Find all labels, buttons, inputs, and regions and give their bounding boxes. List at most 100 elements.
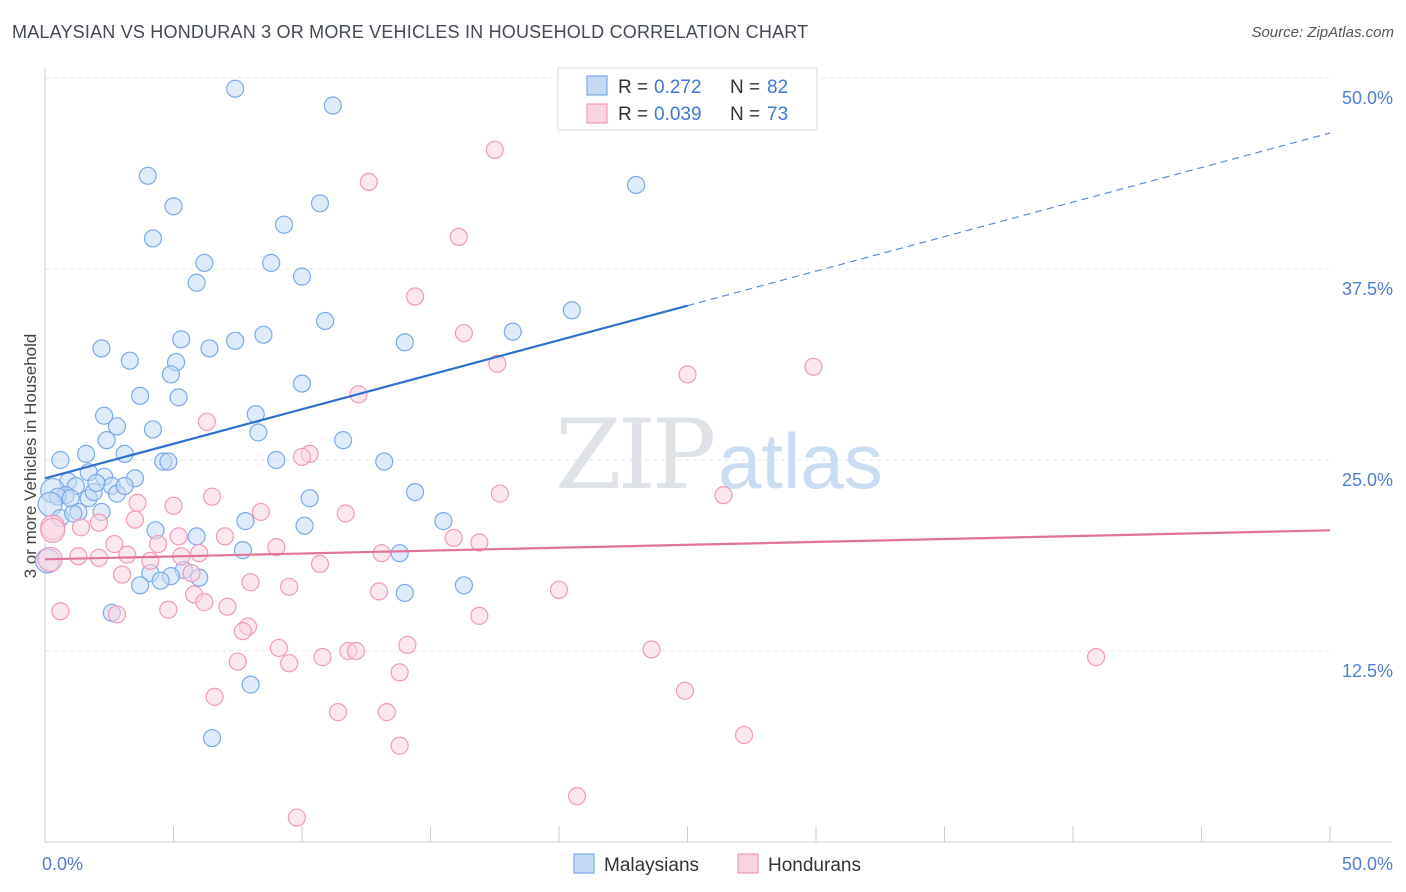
data-point (454, 576, 474, 595)
stats-r-value-malaysians: 0.272 (654, 77, 702, 98)
data-point (267, 450, 286, 470)
data-point (449, 227, 468, 247)
data-point (182, 563, 201, 583)
series-legend: Malaysians Hondurans (573, 853, 861, 876)
data-point (164, 496, 183, 515)
data-point (292, 267, 312, 286)
trend-line-malaysians (44, 304, 688, 480)
data-point (470, 533, 489, 552)
data-point (233, 622, 252, 641)
watermark-atlas: atlas (718, 417, 883, 505)
data-point (249, 423, 268, 442)
watermark-zip: ZIP (555, 399, 714, 511)
data-point (241, 573, 260, 592)
data-point (92, 339, 111, 358)
data-point (241, 675, 260, 694)
data-point (328, 703, 348, 722)
grid-lines (45, 77, 1330, 652)
data-point (61, 489, 80, 508)
data-point (226, 331, 245, 350)
data-point (159, 600, 178, 619)
data-point (310, 554, 330, 574)
stats-n-value-hondurans: 73 (767, 104, 788, 125)
data-point (236, 512, 255, 531)
data-point (377, 703, 396, 722)
data-point (336, 504, 355, 523)
trend-lines (44, 132, 1331, 561)
data-point (71, 518, 91, 537)
data-point (398, 635, 417, 654)
legend-label-malaysians: Malaysians (604, 855, 699, 876)
data-point (434, 512, 453, 531)
data-point (444, 528, 463, 548)
data-point (390, 736, 409, 755)
data-point (372, 544, 391, 563)
legend-label-hondurans: Hondurans (768, 855, 861, 876)
trend-line-extension-malaysians (687, 132, 1331, 307)
data-point (130, 386, 150, 405)
x-tick-label-1: 50.0% (1342, 854, 1393, 874)
stats-r-label-hondurans: R = (618, 104, 648, 125)
x-tick-label-0: 0.0% (42, 854, 83, 874)
data-point (562, 301, 581, 320)
data-point (280, 654, 299, 673)
y-tick-labels: 12.5% 25.0% 37.5% 50.0% (1342, 88, 1393, 681)
data-point (1087, 648, 1106, 667)
data-point (228, 652, 247, 671)
data-point (89, 513, 109, 532)
data-points (34, 79, 1106, 827)
data-point (395, 583, 414, 603)
data-point (51, 602, 70, 621)
data-point (549, 580, 569, 599)
data-point (280, 577, 299, 596)
data-point (97, 431, 116, 450)
y-tick-label-0: 12.5% (1342, 661, 1393, 681)
stats-n-label-hondurans: N = (730, 104, 760, 125)
data-point (148, 534, 168, 554)
data-point (169, 527, 188, 546)
data-point (215, 527, 234, 546)
data-point (107, 417, 127, 436)
data-point (454, 324, 474, 343)
data-point (202, 728, 222, 748)
data-point (130, 576, 150, 595)
data-point (375, 452, 394, 471)
data-point (87, 473, 106, 493)
data-point (405, 482, 425, 502)
y-tick-label-2: 37.5% (1342, 279, 1393, 299)
data-point (138, 166, 157, 185)
data-point (678, 365, 697, 384)
chart-title: MALAYSIAN VS HONDURAN 3 OR MORE VEHICLES… (12, 22, 809, 42)
data-point (292, 447, 312, 467)
data-point (161, 365, 181, 384)
data-point (197, 412, 217, 431)
y-tick-label-3: 50.0% (1342, 88, 1393, 108)
axes (44, 68, 1392, 843)
data-point (310, 194, 330, 213)
stats-n-label-malaysians: N = (730, 77, 760, 98)
data-point (218, 597, 237, 616)
data-point (470, 606, 489, 625)
data-point (151, 571, 170, 590)
data-point (141, 551, 160, 570)
data-point (118, 545, 137, 564)
legend-swatch-hondurans (737, 853, 759, 874)
data-point (143, 420, 163, 439)
data-point (274, 215, 294, 234)
data-point (287, 808, 306, 827)
x-tick-labels: 0.0% 50.0% (42, 854, 1393, 874)
data-point (714, 486, 733, 505)
data-point (169, 388, 188, 407)
watermark: ZIP atlas (555, 399, 883, 511)
data-point (172, 330, 191, 349)
y-axis-label: 3 or more Vehicles in Household (21, 334, 40, 579)
data-point (488, 354, 507, 373)
data-point (642, 640, 661, 659)
stats-swatch-hondurans (586, 103, 608, 124)
data-point (405, 287, 425, 306)
series-hondurans-points (37, 140, 1106, 827)
y-tick-label-1: 25.0% (1342, 470, 1393, 490)
stats-r-label-malaysians: R = (618, 77, 648, 98)
data-point (359, 172, 378, 192)
data-point (267, 537, 286, 557)
